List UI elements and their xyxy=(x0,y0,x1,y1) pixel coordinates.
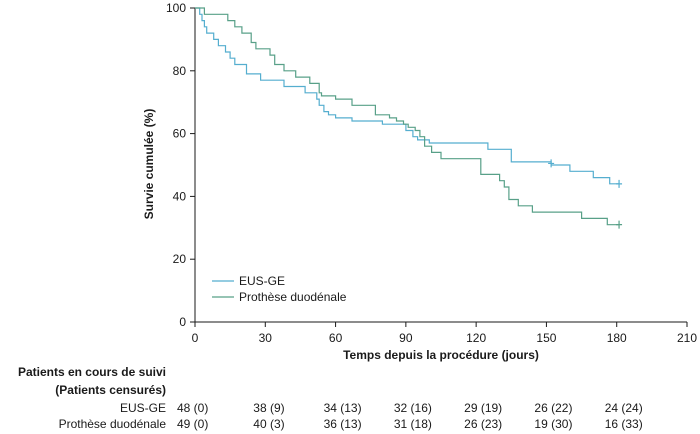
x-tick-label: 90 xyxy=(399,331,413,345)
x-tick-label: 210 xyxy=(677,331,697,345)
risk-cell: 16 (33) xyxy=(605,417,643,431)
risk-cell: 31 (18) xyxy=(394,417,432,431)
series-line-1 xyxy=(195,7,620,185)
risk-cell: 40 (3) xyxy=(253,417,284,431)
risk-cell: 36 (13) xyxy=(324,417,362,431)
y-tick-label: 100 xyxy=(166,1,186,15)
x-tick-label: 150 xyxy=(536,331,556,345)
risk-cell: 19 (30) xyxy=(534,417,572,431)
risk-table-title-line1: Patients en cours de suivi xyxy=(18,365,166,379)
risk-cell: 38 (9) xyxy=(253,401,284,415)
x-tick-label: 30 xyxy=(259,331,273,345)
risk-cell: 24 (24) xyxy=(605,401,643,415)
y-tick-label: 60 xyxy=(173,127,187,141)
y-tick-label: 40 xyxy=(173,189,187,203)
risk-table-title-line2: (Patients censurés) xyxy=(55,383,166,397)
y-axis-title: Survie cumulée (%) xyxy=(142,109,156,220)
series-layer xyxy=(195,7,623,229)
risk-cell: 29 (19) xyxy=(464,401,502,415)
x-tick-label: 0 xyxy=(192,331,199,345)
risk-table: Patients en cours de suivi (Patients cen… xyxy=(18,365,643,431)
series-line-2 xyxy=(195,7,620,226)
x-tick-label: 180 xyxy=(607,331,627,345)
censor-mark xyxy=(616,220,623,229)
risk-cell: 34 (13) xyxy=(324,401,362,415)
censor-mark xyxy=(616,179,623,188)
x-tick-label: 120 xyxy=(466,331,486,345)
risk-row-label: EUS-GE xyxy=(120,401,166,415)
y-tick-label: 20 xyxy=(173,252,187,266)
risk-cell: 26 (23) xyxy=(464,417,502,431)
risk-cell: 48 (0) xyxy=(177,401,208,415)
risk-cell: 49 (0) xyxy=(177,417,208,431)
legend-label-1: EUS-GE xyxy=(239,274,285,288)
censor-mark xyxy=(548,159,555,168)
risk-row-label: Prothèse duodénale xyxy=(59,417,167,431)
y-tick-label: 0 xyxy=(179,315,186,329)
risk-cell: 32 (16) xyxy=(394,401,432,415)
legend-label-2: Prothèse duodénale xyxy=(239,290,347,304)
x-axis-title: Temps depuis la procédure (jours) xyxy=(343,348,539,362)
risk-cell: 26 (22) xyxy=(534,401,572,415)
x-tick-label: 60 xyxy=(329,331,343,345)
y-tick-label: 80 xyxy=(173,64,187,78)
legend: EUS-GE Prothèse duodénale xyxy=(212,274,347,304)
axes: 0 30 60 90 120 150 180 210 0 20 40 60 80 100 xyxy=(166,1,697,345)
